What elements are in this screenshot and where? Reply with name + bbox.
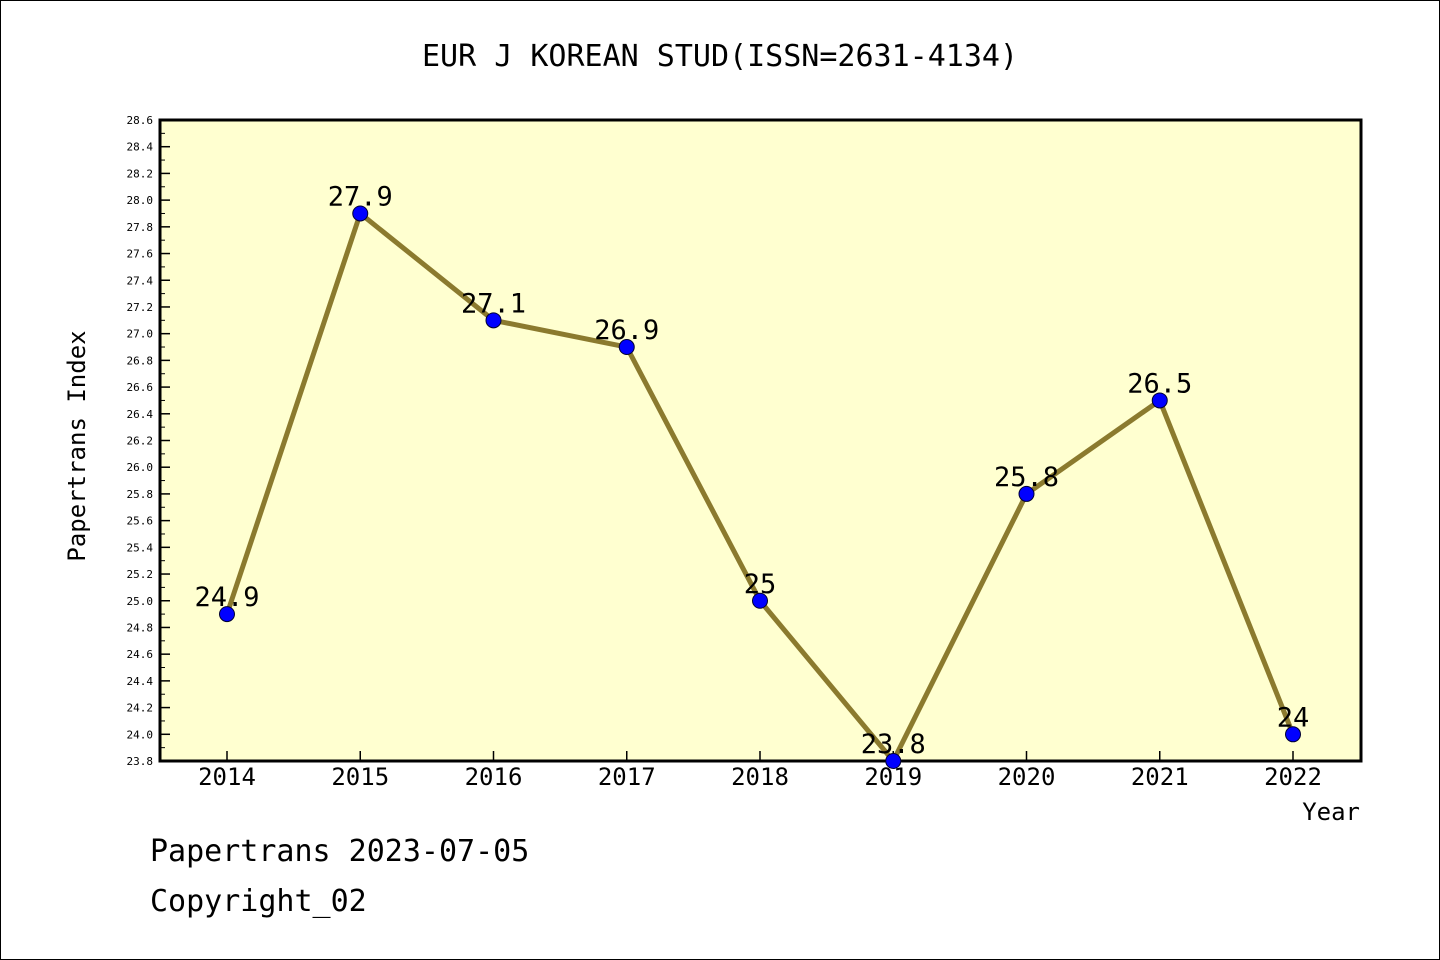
y-tick-label: 28.6 <box>127 114 154 127</box>
chart-title: EUR J KOREAN STUD(ISSN=2631-4134) <box>422 39 1018 74</box>
data-label: 24 <box>1277 702 1310 733</box>
data-label: 27.9 <box>328 181 393 212</box>
data-point <box>352 205 369 222</box>
plot-area <box>158 118 1363 763</box>
x-tick-label: 2017 <box>598 763 656 791</box>
y-tick-label: 26.0 <box>127 461 154 474</box>
y-tick-label: 27.2 <box>127 301 154 314</box>
x-tick-label: 2015 <box>331 763 389 791</box>
data-point <box>485 312 502 329</box>
y-tick-label: 26.6 <box>127 381 154 394</box>
y-tick-label: 27.4 <box>127 274 154 287</box>
y-tick-label: 25.0 <box>127 595 154 608</box>
data-point <box>219 606 235 623</box>
data-label: 24.9 <box>194 582 259 613</box>
y-tick-label: 24.0 <box>127 728 154 741</box>
data-label: 27.1 <box>461 288 526 319</box>
data-label: 25.8 <box>994 462 1059 493</box>
x-tick-label: 2014 <box>198 763 256 791</box>
data-series: 24.9 27.9 27.1 26.9 25 23.8 25.8 26.5 24 <box>194 181 1310 769</box>
data-point <box>1018 485 1035 502</box>
footer-date: Papertrans 2023-07-05 <box>150 834 530 869</box>
y-tick-label: 24.6 <box>127 648 154 661</box>
footer-copyright: Copyright_02 <box>150 884 367 919</box>
y-tick-label: 25.8 <box>127 488 154 501</box>
y-tick-label: 26.2 <box>127 435 154 448</box>
data-label: 26.5 <box>1127 368 1192 399</box>
x-tick-label: 2016 <box>465 763 523 791</box>
y-tick-label: 24.8 <box>127 621 154 634</box>
y-tick-label: 25.6 <box>127 515 154 528</box>
y-tick-label: 28.2 <box>127 167 154 180</box>
y-axis-label: Papertrans Index <box>63 330 91 561</box>
data-point <box>752 592 768 609</box>
y-tick-label: 23.8 <box>127 755 154 768</box>
y-tick-label: 25.4 <box>127 541 154 554</box>
data-point <box>1151 392 1168 409</box>
x-tick-label: 2021 <box>1131 763 1189 791</box>
y-tick-label: 28.0 <box>127 194 154 207</box>
data-label: 23.8 <box>861 729 926 760</box>
y-tick-label: 24.2 <box>127 702 154 715</box>
x-axis: 2014 2015 2016 2017 2018 2019 2020 2021 2022 <box>198 751 1322 791</box>
x-axis-label: Year <box>1302 798 1360 826</box>
y-tick-label: 24.4 <box>127 675 154 688</box>
y-axis: 23.8 24.0 24.2 24.4 24.6 24.8 25.0 25.2 25.4 25.6… <box>127 114 170 768</box>
y-tick-label: 26.4 <box>127 408 154 421</box>
y-tick-label: 27.6 <box>127 248 154 261</box>
data-label: 25 <box>744 569 777 600</box>
y-tick-label: 26.8 <box>127 354 154 367</box>
data-point <box>885 753 902 769</box>
y-tick-label: 27.8 <box>127 221 154 234</box>
y-tick-label: 28.4 <box>127 141 154 154</box>
x-tick-label: 2018 <box>731 763 789 791</box>
x-tick-label: 2022 <box>1264 763 1322 791</box>
data-point <box>1285 726 1301 743</box>
y-tick-label: 25.2 <box>127 568 154 581</box>
y-tick-label: 27.0 <box>127 328 154 341</box>
x-tick-label: 2020 <box>998 763 1056 791</box>
data-point <box>618 339 635 356</box>
data-label: 26.9 <box>594 315 659 346</box>
